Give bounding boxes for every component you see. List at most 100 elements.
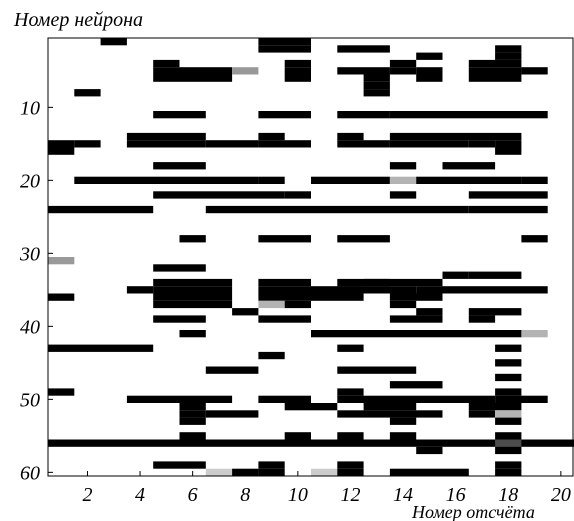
- heatmap-cell: [126, 286, 154, 294]
- heatmap-cell: [48, 257, 75, 265]
- heatmap-cell: [337, 388, 364, 396]
- heatmap-cell: [416, 176, 522, 184]
- heatmap-cell: [205, 366, 259, 374]
- heatmap-cell: [258, 461, 285, 469]
- heatmap-cell: [126, 395, 233, 403]
- heatmap-cell: [284, 59, 311, 68]
- heatmap-cell: [468, 315, 496, 323]
- heatmap-cell: [179, 300, 233, 309]
- heatmap-cell: [179, 403, 206, 411]
- heatmap-cell: [495, 439, 522, 447]
- heatmap-cell: [521, 67, 548, 75]
- heatmap-cell: [337, 67, 390, 75]
- heatmap-cell: [363, 403, 417, 411]
- heatmap-cell: [389, 417, 417, 425]
- heatmap-cell: [153, 67, 233, 75]
- heatmap-cell: [389, 300, 417, 309]
- heatmap-cell: [258, 278, 311, 287]
- heatmap-cell: [179, 330, 206, 338]
- heatmap-cell: [258, 235, 311, 243]
- heatmap-cell: [521, 330, 548, 338]
- heatmap-cell: [416, 286, 443, 294]
- heatmap-cell: [284, 191, 311, 199]
- x-tick-label: 18: [498, 484, 518, 506]
- x-tick-label: 20: [551, 484, 571, 506]
- heatmap-cell: [48, 388, 75, 396]
- heatmap-cell: [258, 300, 285, 309]
- x-tick-label: 2: [82, 484, 92, 506]
- heatmap-cell: [258, 286, 364, 294]
- y-axis-ticks: 10 20 30 40 50 60: [19, 97, 53, 484]
- heatmap-cell: [179, 410, 206, 418]
- heatmap-cell: [495, 359, 522, 367]
- heatmap-cell: [442, 395, 496, 403]
- heatmap-cell: [468, 74, 522, 82]
- heatmap-cell: [468, 67, 522, 75]
- heatmap-cell: [442, 162, 496, 170]
- heatmap-cell: [126, 140, 206, 148]
- heatmap-cell: [179, 235, 206, 243]
- heatmap-cell: [153, 461, 206, 469]
- heatmap-cell: [284, 300, 311, 309]
- heatmap-cell: [284, 67, 311, 75]
- heatmap-cell: [258, 132, 285, 141]
- heatmap-cell: [416, 52, 443, 60]
- x-axis-ticks: 2 4 6 8 10 12 14 16 18 20: [82, 471, 571, 506]
- heatmap-cell: [468, 191, 548, 199]
- heatmap-cell: [363, 74, 390, 82]
- heatmap-cell: [232, 67, 259, 75]
- heatmap-cell: [48, 205, 154, 214]
- heatmap-cell: [495, 432, 522, 440]
- heatmap-cell: [389, 67, 417, 75]
- x-tick-label: 10: [288, 484, 308, 506]
- heatmap-cell: [337, 286, 417, 294]
- heatmap-cell: [153, 59, 180, 68]
- heatmap-cell: [337, 344, 364, 352]
- heatmap-cell: [284, 403, 338, 411]
- heatmap-cell: [521, 235, 548, 243]
- heatmap-cell: [468, 308, 522, 316]
- heatmap-cell: [48, 293, 75, 301]
- heatmap-cell: [495, 410, 522, 418]
- heatmap-cells: [48, 38, 574, 476]
- heatmap-cell: [495, 461, 522, 469]
- heatmap-cell: [153, 264, 206, 272]
- y-tick-label: 10: [20, 97, 40, 119]
- heatmap-cell: [363, 278, 443, 287]
- heatmap-cell: [205, 468, 233, 476]
- y-tick-label: 60: [20, 462, 40, 484]
- heatmap-cell: [416, 74, 443, 82]
- heatmap-cell: [74, 89, 101, 97]
- y-tick-label: 20: [20, 170, 40, 192]
- heatmap-cell: [258, 38, 311, 46]
- heatmap-cell: [258, 351, 285, 360]
- heatmap-cell: [495, 45, 522, 53]
- heatmap-cell: [495, 52, 522, 60]
- heatmap-cell: [179, 176, 259, 184]
- heatmap-cell: [311, 330, 522, 338]
- heatmap-cell: [232, 308, 259, 316]
- heatmap-cell: [258, 176, 285, 184]
- heatmap-cell: [48, 147, 75, 155]
- heatmap-cell: [468, 403, 522, 411]
- heatmap-cell: [258, 140, 311, 148]
- heatmap-cell: [389, 381, 443, 389]
- x-tick-label: 4: [135, 484, 145, 506]
- heatmap-cell: [337, 278, 390, 287]
- x-tick-label: 6: [188, 484, 198, 506]
- heatmap-cell: [258, 468, 285, 476]
- heatmap-cell: [205, 410, 259, 418]
- heatmap-cell: [179, 432, 206, 440]
- heatmap-cell: [442, 271, 469, 279]
- heatmap-cell: [495, 395, 548, 403]
- heatmap-cell: [495, 417, 522, 425]
- heatmap-cell: [205, 140, 259, 148]
- heatmap-cell: [284, 432, 311, 440]
- heatmap-cell: [205, 205, 469, 214]
- plot-frame: [47, 37, 574, 477]
- heatmap-cell: [258, 45, 311, 53]
- heatmap-cell: [284, 74, 311, 82]
- heatmap-cell: [153, 300, 180, 309]
- heatmap-cell: [153, 293, 233, 301]
